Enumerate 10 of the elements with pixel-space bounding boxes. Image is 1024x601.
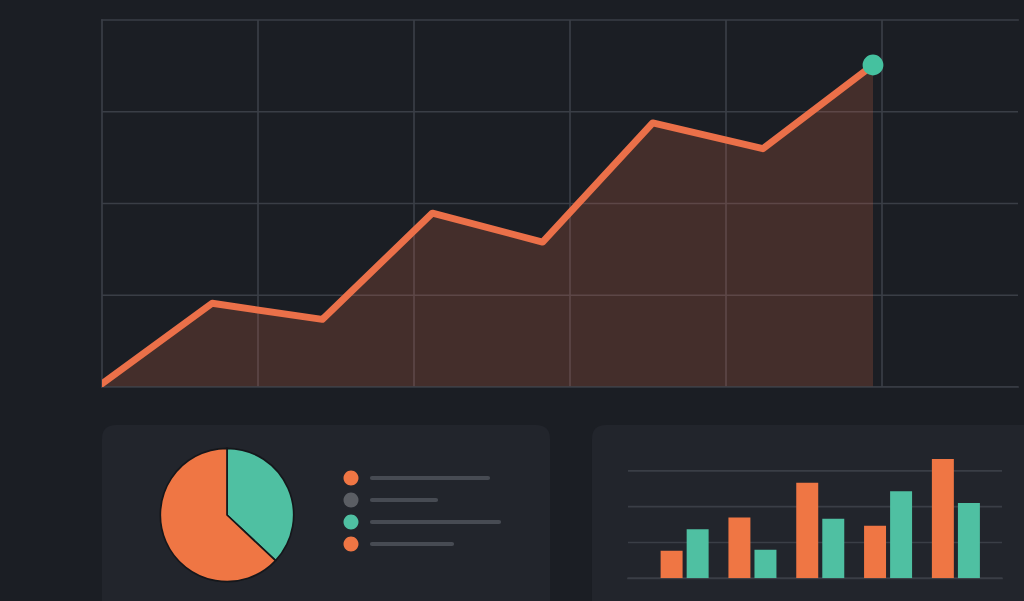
bar [728,517,751,579]
bar [796,482,819,579]
bar [890,491,913,579]
bar [957,503,980,579]
bar [822,518,845,579]
bar [660,550,683,579]
bar [864,525,887,579]
bar [754,549,777,579]
bar [931,458,954,579]
bar [686,529,709,579]
